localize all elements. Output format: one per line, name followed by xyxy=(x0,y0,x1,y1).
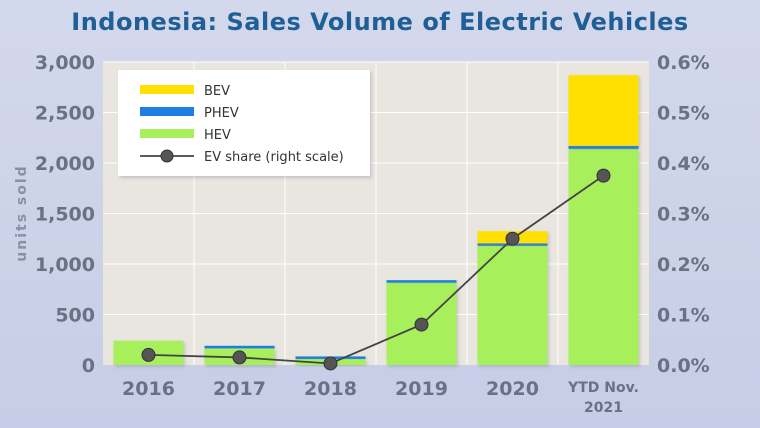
y-axis-label: units sold xyxy=(14,164,30,261)
bar-phev xyxy=(204,345,275,349)
ev-share-point xyxy=(141,347,156,362)
y2-tick-label: 0.4% xyxy=(657,153,710,175)
y-tick-label: 2,500 xyxy=(35,103,95,125)
x-tick-label: YTD Nov. xyxy=(567,380,639,396)
x-tick-label: 2021 xyxy=(584,400,623,416)
legend-swatch xyxy=(140,107,194,116)
legend-label: HEV xyxy=(204,128,231,143)
chart-title: Indonesia: Sales Volume of Electric Vehi… xyxy=(71,8,689,36)
ev-share-point xyxy=(232,350,247,365)
bar-bev xyxy=(568,75,639,146)
ev-share-line xyxy=(148,174,605,365)
bar-hev xyxy=(477,244,548,365)
y-tick-label: 1,500 xyxy=(35,204,95,226)
ev-share-point xyxy=(596,168,611,183)
x-tick-label: 2019 xyxy=(395,378,448,400)
y2-tick-label: 0.6% xyxy=(657,52,710,74)
y-tick-label: 500 xyxy=(55,305,95,327)
x-tick-label: 2020 xyxy=(486,378,539,400)
y-tick-label: 1,000 xyxy=(35,254,95,276)
y2-tick-label: 0.5% xyxy=(657,103,710,125)
bar-hev xyxy=(568,148,639,365)
y2-tick-label: 0.1% xyxy=(657,305,710,327)
x-tick-label: 2016 xyxy=(122,378,175,400)
legend-swatch xyxy=(140,129,194,138)
y-tick-label: 0 xyxy=(82,355,95,377)
bar-phev xyxy=(568,145,639,149)
legend-swatch xyxy=(140,85,194,94)
legend-marker xyxy=(160,149,174,163)
y2-tick-label: 0.2% xyxy=(657,254,710,276)
x-tick-label: 2018 xyxy=(304,378,357,400)
legend-label: PHEV xyxy=(204,106,239,121)
ev-share-point xyxy=(414,317,429,332)
legend: BEV PHEV HEV EV share (right scale) xyxy=(118,70,370,176)
bar-phev xyxy=(386,280,457,283)
y-tick-label: 3,000 xyxy=(35,52,95,74)
ev-share-point xyxy=(323,356,338,371)
y2-tick-label: 0.3% xyxy=(657,204,710,226)
y-tick-label: 2,000 xyxy=(35,153,95,175)
legend-label: BEV xyxy=(204,84,230,99)
ev-share-point xyxy=(505,231,520,246)
legend-label: EV share (right scale) xyxy=(204,150,344,165)
x-tick-label: 2017 xyxy=(213,378,266,400)
y2-tick-label: 0.0% xyxy=(657,355,710,377)
